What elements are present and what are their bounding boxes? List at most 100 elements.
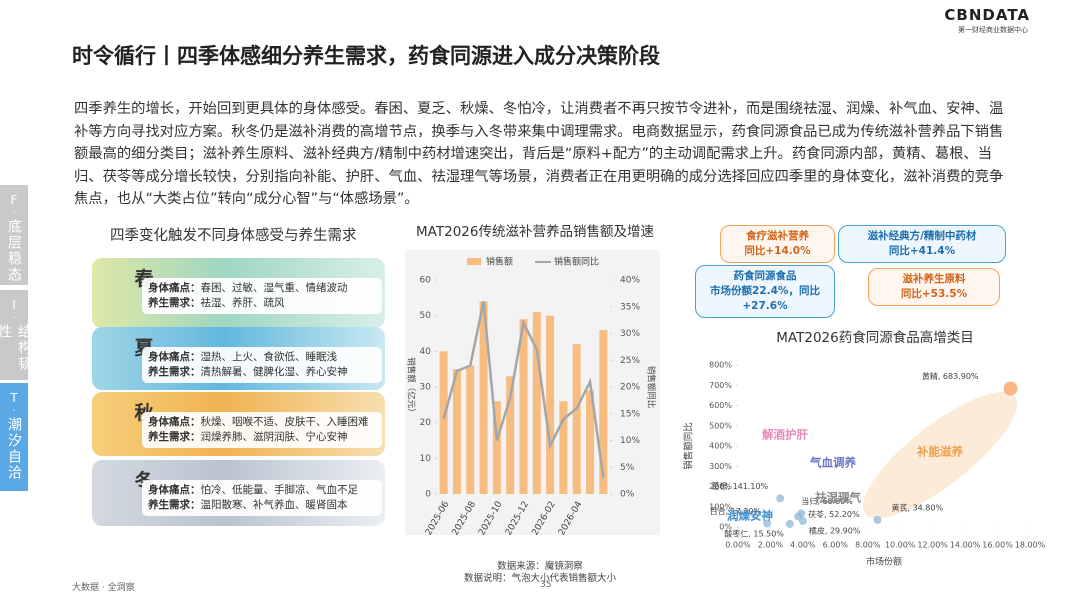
y2-tick-label: 25%: [620, 356, 640, 366]
season-row: 身体痛点：春困、过敏、湿气重、情绪波动: [148, 281, 376, 296]
season-box: 身体痛点：怕冷、低能量、手脚凉、气血不足 养生需求：温阳散寒、补气养血、暖肾固本: [142, 480, 382, 516]
group-label: 补能滋养: [916, 445, 963, 459]
y2-tick-label: 35%: [620, 302, 640, 312]
tag-stat: 同比+53.5%: [900, 288, 968, 300]
tab-letter: I: [12, 298, 16, 312]
x-tick-label: 2.00%: [758, 541, 784, 550]
y2-tick-label: 0%: [620, 490, 635, 500]
x-tick-label: 14.00%: [950, 541, 981, 550]
logo-subtitle: 第一财经商业数据中心: [958, 26, 1028, 34]
point-label: 橘皮, 29.90%: [809, 525, 861, 535]
bar: [492, 401, 501, 494]
tab-label: 结构韧性: [0, 324, 32, 372]
tab-dot: ·: [12, 406, 16, 417]
tab-dot: ·: [12, 313, 16, 324]
x-tick-label: 8.00%: [855, 541, 881, 550]
point-label: 酸枣仁, 15.50%: [724, 528, 784, 538]
bar: [559, 401, 568, 494]
y-tick-label: 800%: [709, 361, 732, 370]
x-tick-label: 0.00%: [725, 541, 751, 550]
row-text: 润燥养肺、滋阴润肤、宁心安神: [200, 431, 348, 443]
bar: [439, 351, 448, 494]
combo-chart: MAT2026传统滋补营养品销售额及增速 0 10 20 30 40 50 60 0% 5% 10%…: [405, 224, 660, 535]
row-label: 养生需求：: [148, 431, 201, 443]
y-tick-label: 0: [425, 490, 431, 500]
x-tick-label: 16.00%: [982, 541, 1013, 550]
y-tick-label: 300%: [709, 462, 732, 471]
row-text: 怕冷、低能量、手脚凉、气血不足: [200, 484, 359, 496]
season-row: 养生需求：祛湿、养肝、疏风: [148, 296, 376, 311]
y-tick-label: 30: [420, 383, 432, 393]
bar: [519, 319, 528, 494]
y2-tick-label: 15%: [620, 409, 640, 419]
tab-dot: ·: [12, 208, 16, 219]
tag-stat: 同比+14.0%: [744, 245, 811, 257]
bar: [506, 376, 515, 494]
season-box: 身体痛点：湿热、上火、食欲低、睡眠浅 养生需求：清热解暑、健脾化湿、养心安神: [142, 347, 382, 383]
y2-tick-label: 10%: [620, 436, 640, 446]
logo: CBNDATA: [944, 6, 1030, 24]
point-label: 当归, 66.80%: [801, 496, 853, 506]
group-label: 气血调养: [809, 456, 856, 470]
row-label: 养生需求：: [148, 297, 201, 309]
season-row: 养生需求：温阳散寒、补气养血、暖肾固本: [148, 498, 376, 513]
bubble: [785, 519, 794, 528]
row-label: 身体痛点：: [148, 351, 201, 363]
season-row: 身体痛点：湿热、上火、食欲低、睡眠浅: [148, 350, 376, 365]
tab-letter: T: [10, 391, 18, 405]
sidebar-tab: F · 底层稳态: [0, 185, 28, 285]
page-number: 35: [540, 580, 552, 590]
bubble: [873, 515, 882, 524]
intro-text: 四季养生的增长，开始回到更具体的身体感受。春困、夏乏、秋燥、冬怕冷，让消费者不再…: [74, 101, 1004, 207]
y2-tick-label: 5%: [620, 463, 635, 473]
tab-label: 底层稳态: [6, 219, 22, 283]
bar: [452, 369, 461, 494]
legend-label: 销售额同比: [554, 256, 599, 268]
season-box: 身体痛点：春困、过敏、湿气重、情绪波动 养生需求：祛湿、养肝、疏风: [142, 278, 382, 314]
tab-label: 潮汐自洽: [6, 417, 22, 481]
category-tag: 药食同源食品 市场份额22.4%，同比+27.6%: [695, 265, 835, 318]
row-text: 温阳散寒、补气养血、暖肾固本: [200, 499, 348, 511]
point-label: 百合, 17.20%: [710, 506, 762, 516]
tag-stat: 同比+41.4%: [888, 245, 956, 257]
x-tick-label: 4.00%: [790, 541, 816, 550]
y-tick-label: 0%: [719, 523, 732, 532]
bubble: [1003, 381, 1018, 396]
season-row: 养生需求：清热解暑、健脾化湿、养心安神: [148, 365, 376, 380]
y2-tick-label: 30%: [620, 329, 640, 339]
x-tick-label: 18.00%: [1015, 541, 1046, 550]
y-tick-label: 10: [420, 454, 432, 464]
tag-name: 食疗滋补营养: [746, 230, 809, 242]
footer-text: 大数据 · 全洞察: [72, 583, 135, 593]
tag-name: 滋补经典方/精制中药材: [867, 230, 977, 242]
chart-title: MAT2026传统滋补营养品销售额及增速: [416, 224, 654, 240]
group-halo: [862, 391, 1018, 519]
bubble: [798, 516, 807, 525]
bar: [532, 312, 541, 494]
x-axis-label: 市场份额: [866, 556, 902, 568]
tag-name: 滋补养生原料: [902, 273, 966, 285]
group-label: 祛湿理气: [815, 491, 861, 505]
tab-letter: F: [10, 193, 18, 207]
point-label: 葛根, 141.10%: [711, 481, 768, 491]
legend-swatch: [467, 258, 481, 265]
group-label: 润燥安神: [727, 509, 773, 523]
season-row: 身体痛点：怕冷、低能量、手脚凉、气血不足: [148, 483, 376, 498]
row-text: 清热解暑、健脾化湿、养心安神: [200, 366, 348, 378]
y-axis-label: 销售额（亿元）: [406, 357, 417, 417]
bubble: [763, 519, 772, 528]
point-label: 黄精, 683.90%: [922, 371, 979, 381]
category-tag: 滋补经典方/精制中药材 同比+41.4%: [838, 225, 1006, 263]
x-tick-label: 10.00%: [885, 541, 916, 550]
row-label: 养生需求：: [148, 366, 201, 378]
y2-axis-label: 销售额同比: [646, 366, 657, 409]
y-tick-label: 20: [420, 418, 432, 428]
y-axis-label: 销售额同比: [683, 422, 695, 470]
chart-title: MAT2026药食同源食品高增类目: [776, 329, 973, 346]
tag-stat: 市场份额22.4%，同比+27.6%: [710, 285, 820, 312]
y-tick-label: 40: [420, 347, 432, 357]
data-note: 数据说明：气泡大小代表销售额大小: [463, 573, 616, 584]
category-tag: 食疗滋补营养 同比+14.0%: [720, 225, 835, 263]
